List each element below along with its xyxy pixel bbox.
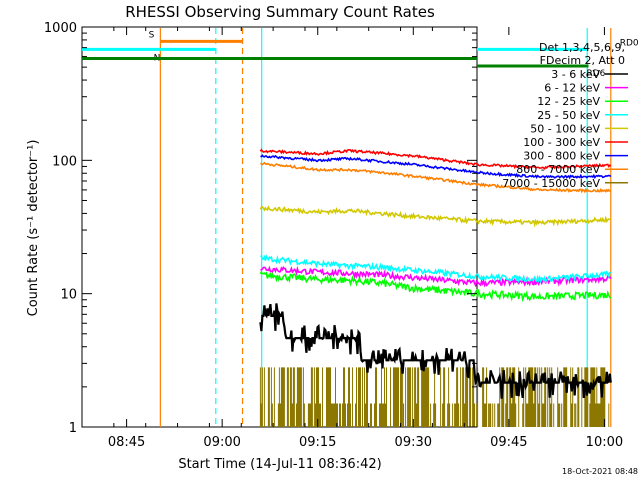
series-3to6keV	[259, 303, 612, 399]
x-axis-label: Start Time (14-Jul-11 08:36:42)	[178, 457, 381, 472]
series-trace	[259, 303, 612, 399]
legend-label: 12 - 25 keV	[537, 95, 600, 108]
series-trace	[259, 367, 610, 427]
x-tick-label: 09:30	[395, 435, 432, 450]
legend-label: 800 - 7000 keV	[516, 163, 600, 176]
x-tick-label: 09:45	[490, 435, 527, 450]
series-100to300keV	[259, 148, 612, 170]
x-tick-label: 09:00	[203, 435, 240, 450]
series-trace	[260, 254, 612, 284]
y-axis-label: Count Rate (s⁻¹ detector⁻¹)	[26, 140, 41, 317]
footer-timestamp: 18-Oct-2021 08:48	[562, 467, 638, 476]
series-trace	[259, 205, 611, 228]
legend-label: 25 - 50 keV	[537, 109, 600, 122]
legend: Det 1,3,4,5,6,9,FDecim 2, Att 03 - 6 keV…	[502, 41, 628, 190]
annotations-layer: SNRD0RD6	[82, 28, 639, 427]
series-800to7000keV	[260, 161, 612, 194]
x-tick-label: 08:45	[108, 435, 145, 450]
legend-header: FDecim 2, Att 0	[540, 54, 625, 67]
series-trace	[259, 270, 612, 303]
observing-bar-label: S	[149, 30, 155, 40]
series-12to25keV	[259, 270, 612, 303]
axes-layer: 08:4509:0009:1509:3009:4510:0010:1511010…	[44, 21, 623, 450]
legend-label: 7000 - 15000 keV	[502, 177, 600, 190]
series-layer	[259, 148, 612, 427]
legend-label: 100 - 300 keV	[523, 136, 600, 149]
legend-header: Det 1,3,4,5,6,9,	[539, 41, 625, 54]
series-trace	[260, 154, 612, 180]
series-25to50keV	[260, 254, 612, 284]
observing-bar-label: RD0	[620, 38, 639, 48]
plot-frame	[81, 26, 478, 428]
series-7000to15000keV	[259, 367, 610, 427]
y-tick-label: 10	[60, 288, 77, 303]
chart-title: RHESSI Observing Summary Count Rates	[125, 3, 435, 21]
legend-label: 300 - 800 keV	[523, 150, 600, 163]
y-tick-label: 1	[69, 421, 77, 436]
x-tick-label: 10:00	[586, 435, 623, 450]
y-tick-label: 1000	[44, 21, 77, 36]
legend-label: 50 - 100 keV	[530, 122, 600, 135]
x-tick-label: 09:15	[299, 435, 336, 450]
y-tick-label: 100	[52, 154, 77, 169]
series-trace	[260, 161, 612, 194]
observing-bar-label: RD6	[586, 69, 605, 79]
legend-label: 3 - 6 keV	[551, 68, 600, 81]
series-300to800keV	[260, 154, 612, 180]
series-50to100keV	[259, 205, 611, 228]
legend-label: 6 - 12 keV	[544, 82, 600, 95]
series-trace	[259, 148, 612, 170]
